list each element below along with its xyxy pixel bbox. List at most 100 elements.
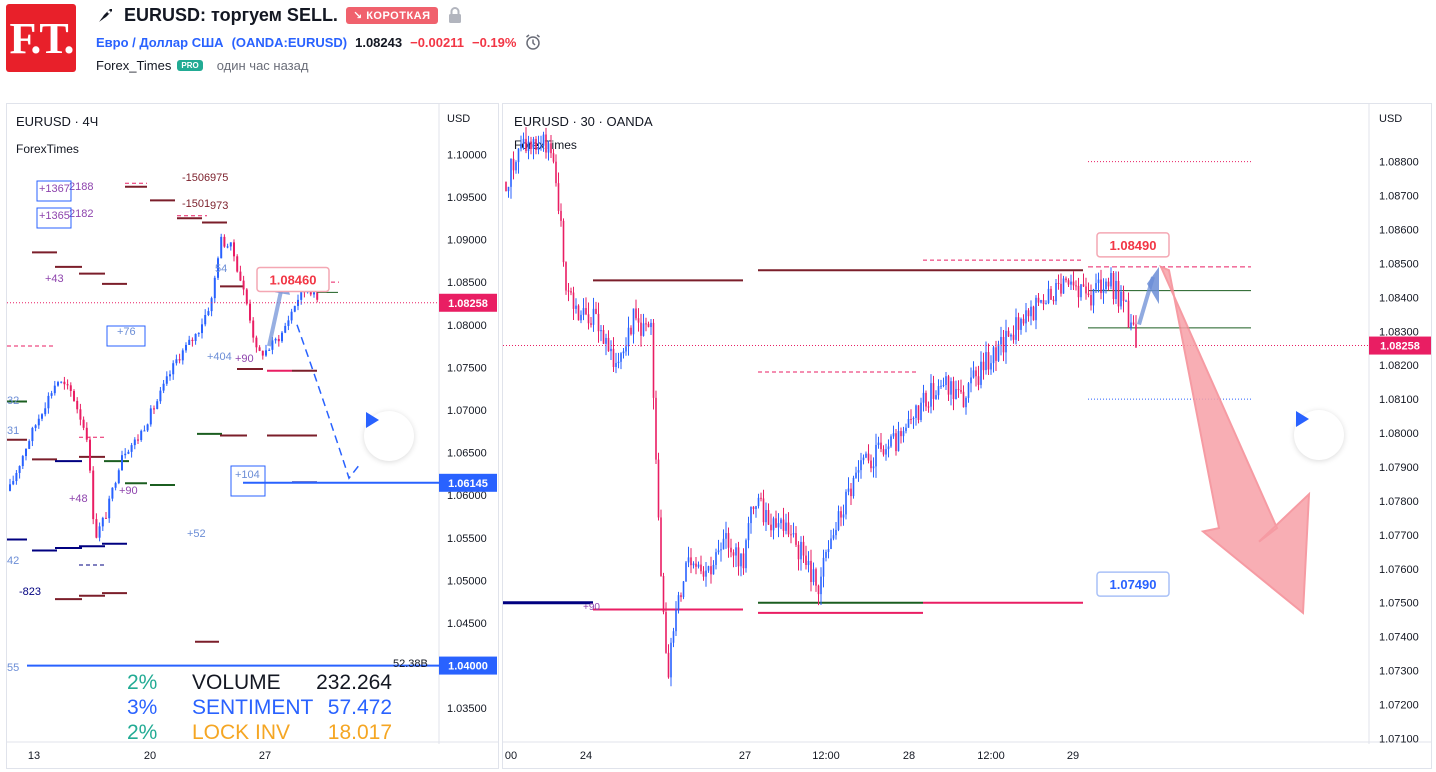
candle-body [895,433,897,452]
candle-body [1107,281,1110,287]
candle-body [987,352,990,370]
x-tick-label: 12:00 [812,750,840,762]
price-callout-box [1096,232,1170,258]
candle-body [76,400,79,410]
alarm-clock-icon[interactable] [524,33,542,51]
candle-body [647,323,650,328]
currency-label: USD [1379,113,1402,125]
play-button[interactable] [364,411,414,461]
candle-body [770,524,772,531]
candle-body [712,564,715,575]
candle-body [28,441,31,449]
candle-body [25,448,27,457]
candle-body [750,506,752,524]
candle-body [165,376,168,384]
candle-body [1070,281,1072,285]
candle-body [258,347,261,351]
short-badge: ↘ КОРОТКАЯ [345,6,438,24]
y-tick-label: 1.09000 [447,235,487,247]
candle-body [545,134,547,153]
candle-body [1072,281,1075,286]
candle-body [79,409,82,420]
candle-body [1122,291,1125,301]
candle-body [800,541,802,560]
candle-body [117,470,120,484]
candle-body [85,427,88,440]
candle-body [680,595,682,598]
x-tick-label: 24 [580,750,592,762]
candle-body [245,289,248,304]
candle-body [560,210,562,221]
y-tick-label: 1.07200 [1379,700,1419,712]
chart-4h-svg[interactable]: USD 1.10000 1.09500 1.09000 1.08500 1.08000 1.… [7,104,498,768]
candle-body [18,466,21,473]
stat-label: VOLUME [192,671,281,694]
candle-body [845,491,847,515]
stat-value: 57.472 [328,696,392,719]
y-tick-label: 1.07400 [1379,632,1419,644]
candle-body [1047,288,1050,304]
y-tick-label: 1.08700 [1379,191,1419,203]
y-tick-label: 1.07000 [447,405,487,417]
candle-body [655,397,657,460]
candle-body [715,552,717,565]
candle-body [802,541,805,556]
candle-body [572,292,575,309]
candle-body [835,529,837,536]
volume-profile-label: 2188 [69,181,93,193]
candle-body [685,562,687,582]
candle-body [552,153,555,162]
candle-body [510,158,512,187]
price-change: −0.00211 [410,34,464,50]
chart-30m-svg[interactable]: USD 1.08800 1.08700 1.08600 1.08500 1.08400 1.… [503,104,1431,768]
candle-body [1007,330,1010,337]
y-tick-label: 1.07600 [1379,564,1419,576]
stat-label: LOCK INV [192,721,290,744]
volume-profile-label: 2182 [69,208,93,220]
price-tag-label: 1.08258 [1380,341,1420,353]
candle-body [637,318,640,323]
candle-body [735,547,737,556]
candle-body [1015,317,1017,340]
price-tag-bg [1369,336,1431,355]
volume-profile-label: +1365 [39,210,70,222]
y-tick-label: 1.08400 [1379,292,1419,304]
candle-body [785,522,787,531]
chart-panel-4h[interactable]: USD 1.10000 1.09500 1.09000 1.08500 1.08000 1.… [6,103,499,769]
candle-body [945,376,947,386]
candle-body [837,511,840,530]
symbol-name[interactable]: Евро / Доллар США [96,34,224,50]
candle-body [1102,288,1105,294]
candle-body [37,418,40,426]
author-name[interactable]: Forex_Times [96,57,172,73]
candle-body [810,560,812,583]
symbol-code[interactable]: (OANDA:EURUSD) [231,34,348,50]
author-logo[interactable]: F.T. [6,4,76,72]
candle-body [620,353,622,362]
candle-body [587,314,590,324]
symbol-price: 1.08243 [355,34,403,50]
candle-body [537,147,540,150]
candle-body [1130,322,1132,328]
candle-body [143,430,146,432]
candle-body [316,290,319,300]
candle-body [857,470,860,473]
play-button[interactable] [1294,410,1344,460]
candle-body [615,363,617,367]
y-tick-label: 1.04500 [447,618,487,630]
candle-body [252,320,255,338]
candle-body [527,141,530,152]
candle-body [690,557,692,566]
candle-body [775,518,777,528]
candle-body [1052,299,1055,302]
candle-body [875,444,877,467]
candle-body [1092,289,1095,306]
candle-body [507,186,510,192]
y-tick-label: 1.03500 [447,703,487,715]
candle-body [952,381,955,400]
candle-body [812,569,815,583]
candle-body [57,382,59,386]
chart-panel-30m[interactable]: USD 1.08800 1.08700 1.08600 1.08500 1.08400 1.… [502,103,1432,769]
candle-body [1010,334,1012,337]
candle-body [1035,297,1037,321]
